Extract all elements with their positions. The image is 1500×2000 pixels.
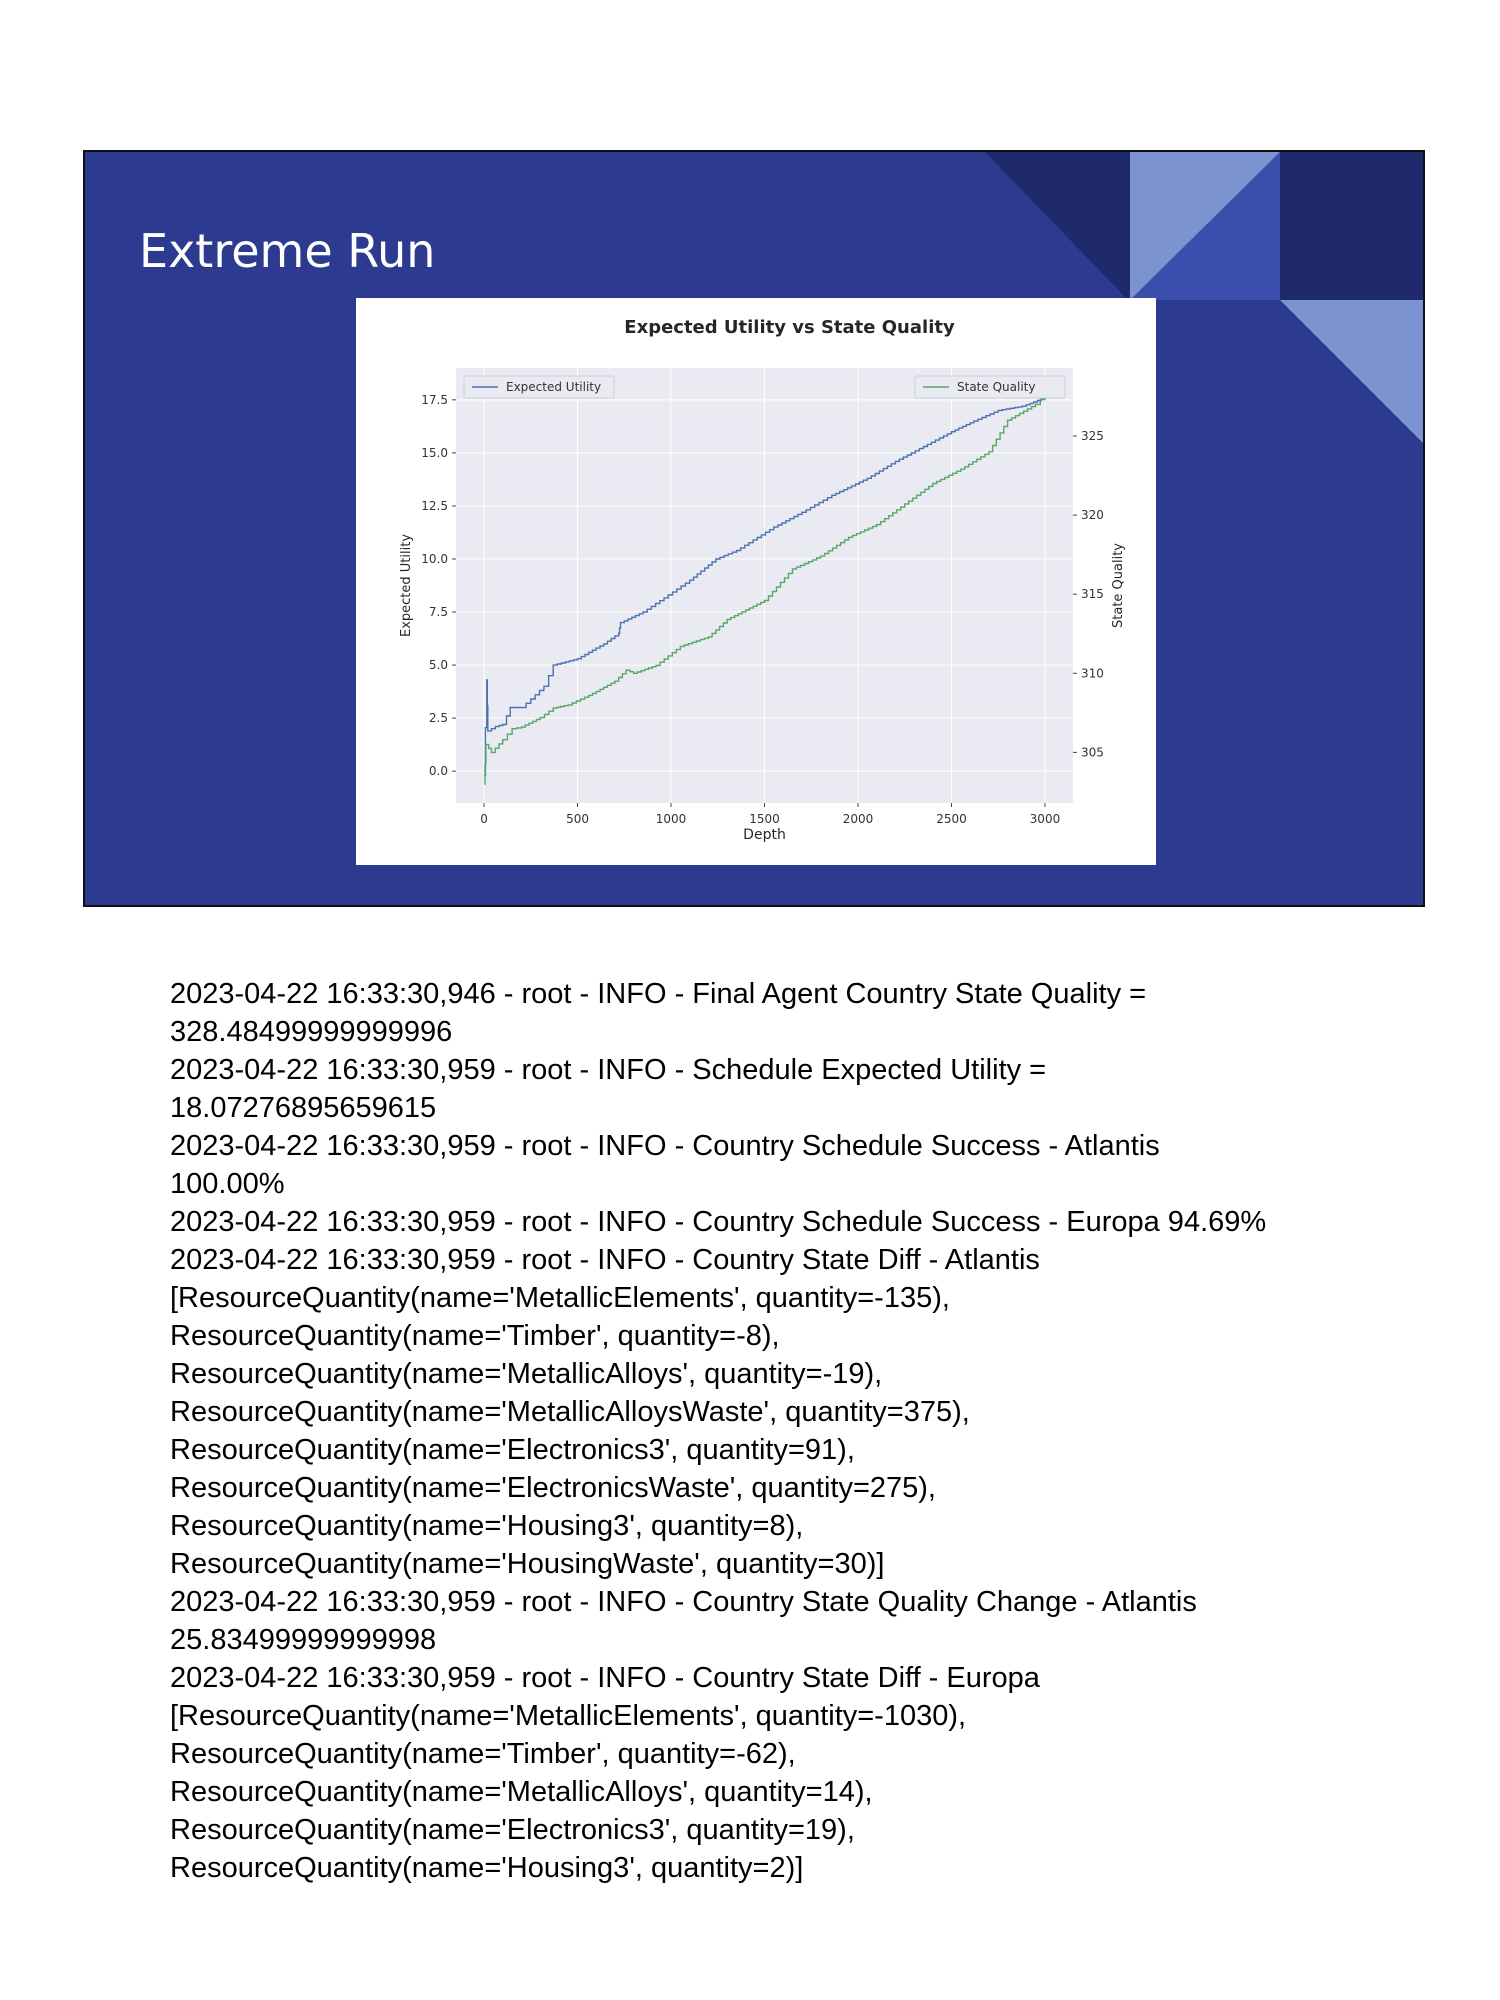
log-line: 2023-04-22 16:33:30,959 - root - INFO - …	[170, 1244, 1040, 1276]
x-tick-label: 1000	[656, 812, 687, 826]
log-line: 18.07276895659615	[170, 1092, 437, 1124]
log-line: ResourceQuantity(name='MetallicAlloys', …	[170, 1776, 873, 1808]
y-axis-label: Expected Utility	[399, 534, 414, 637]
x-tick-label: 500	[566, 812, 589, 826]
log-output: 2023-04-22 16:33:30,946 - root - INFO - …	[170, 975, 1370, 1887]
y2-tick-label: 315	[1081, 587, 1104, 601]
y2-tick-label: 320	[1081, 508, 1104, 522]
log-line: 2023-04-22 16:33:30,959 - root - INFO - …	[170, 1586, 1197, 1618]
legend-box	[914, 375, 1066, 399]
deco-dark-block	[1280, 152, 1423, 300]
chart-title: Expected Utility vs State Quality	[624, 317, 955, 338]
x-tick-label: 0	[480, 812, 488, 826]
legend-box	[463, 375, 615, 399]
log-line: ResourceQuantity(name='Electronics3', qu…	[170, 1814, 855, 1846]
x-tick-label: 2500	[936, 812, 967, 826]
log-line: 2023-04-22 16:33:30,959 - root - INFO - …	[170, 1054, 1047, 1086]
series-line-expected-utility	[484, 397, 1046, 777]
log-line: 100.00%	[170, 1168, 285, 1200]
y-tick-label: 7.5	[429, 605, 448, 619]
x-axis-label: Depth	[743, 827, 786, 843]
log-line: 25.83499999999998	[170, 1624, 437, 1656]
y2-axis-label: State Quality	[1111, 543, 1126, 628]
y2-tick-label: 305	[1081, 745, 1104, 759]
y-tick-label: 12.5	[421, 499, 448, 513]
legend-label: Expected Utility	[506, 380, 601, 394]
y-tick-label: 2.5	[429, 711, 448, 725]
y-tick-label: 0.0	[429, 764, 448, 778]
deco-light-triangle-right	[1280, 300, 1423, 443]
chart: Expected Utility vs State Quality 0 500 100…	[399, 317, 1126, 843]
x-tick-label: 3000	[1030, 812, 1061, 826]
slide-title: Extreme Run	[139, 224, 436, 278]
log-line: ResourceQuantity(name='MetallicAlloysWas…	[170, 1396, 970, 1428]
y-tick-label: 5.0	[429, 658, 448, 672]
log-line: ResourceQuantity(name='MetallicAlloys', …	[170, 1358, 883, 1390]
slide-decoration	[985, 152, 1423, 443]
chart-panel: Expected Utility vs State Quality 0 500 100…	[356, 298, 1156, 865]
log-line: ResourceQuantity(name='Timber', quantity…	[170, 1738, 796, 1770]
log-line: ResourceQuantity(name='Electronics3', qu…	[170, 1434, 855, 1466]
deco-mid-triangle	[1130, 152, 1280, 300]
y-tick-label: 10.0	[421, 552, 448, 566]
log-line: 2023-04-22 16:33:30,946 - root - INFO - …	[170, 978, 1147, 1010]
log-line: ResourceQuantity(name='HousingWaste', qu…	[170, 1548, 885, 1580]
log-line: 2023-04-22 16:33:30,959 - root - INFO - …	[170, 1206, 1267, 1238]
y-tick-label: 17.5	[421, 393, 448, 407]
series-line-state-quality	[484, 394, 1046, 785]
log-line: 2023-04-22 16:33:30,959 - root - INFO - …	[170, 1662, 1040, 1694]
legend-label: State Quality	[957, 380, 1035, 394]
log-line: ResourceQuantity(name='Housing3', quanti…	[170, 1852, 804, 1884]
y2-tick-label: 310	[1081, 666, 1104, 680]
y-tick-label: 15.0	[421, 446, 448, 460]
x-tick-label: 1500	[749, 812, 780, 826]
deco-dark-triangle	[985, 152, 1130, 302]
y2-tick-label: 325	[1081, 429, 1104, 443]
log-line: [ResourceQuantity(name='MetallicElements…	[170, 1282, 950, 1314]
log-line: 2023-04-22 16:33:30,959 - root - INFO - …	[170, 1130, 1160, 1162]
log-line: [ResourceQuantity(name='MetallicElements…	[170, 1700, 967, 1732]
log-line: ResourceQuantity(name='ElectronicsWaste'…	[170, 1472, 936, 1504]
log-line: ResourceQuantity(name='Timber', quantity…	[170, 1320, 780, 1352]
log-line: ResourceQuantity(name='Housing3', quanti…	[170, 1510, 804, 1542]
slide: Extreme Run Expected Utility vs State Qu…	[83, 150, 1425, 907]
x-tick-label: 2000	[843, 812, 874, 826]
log-line: 328.48499999999996	[170, 1016, 453, 1048]
